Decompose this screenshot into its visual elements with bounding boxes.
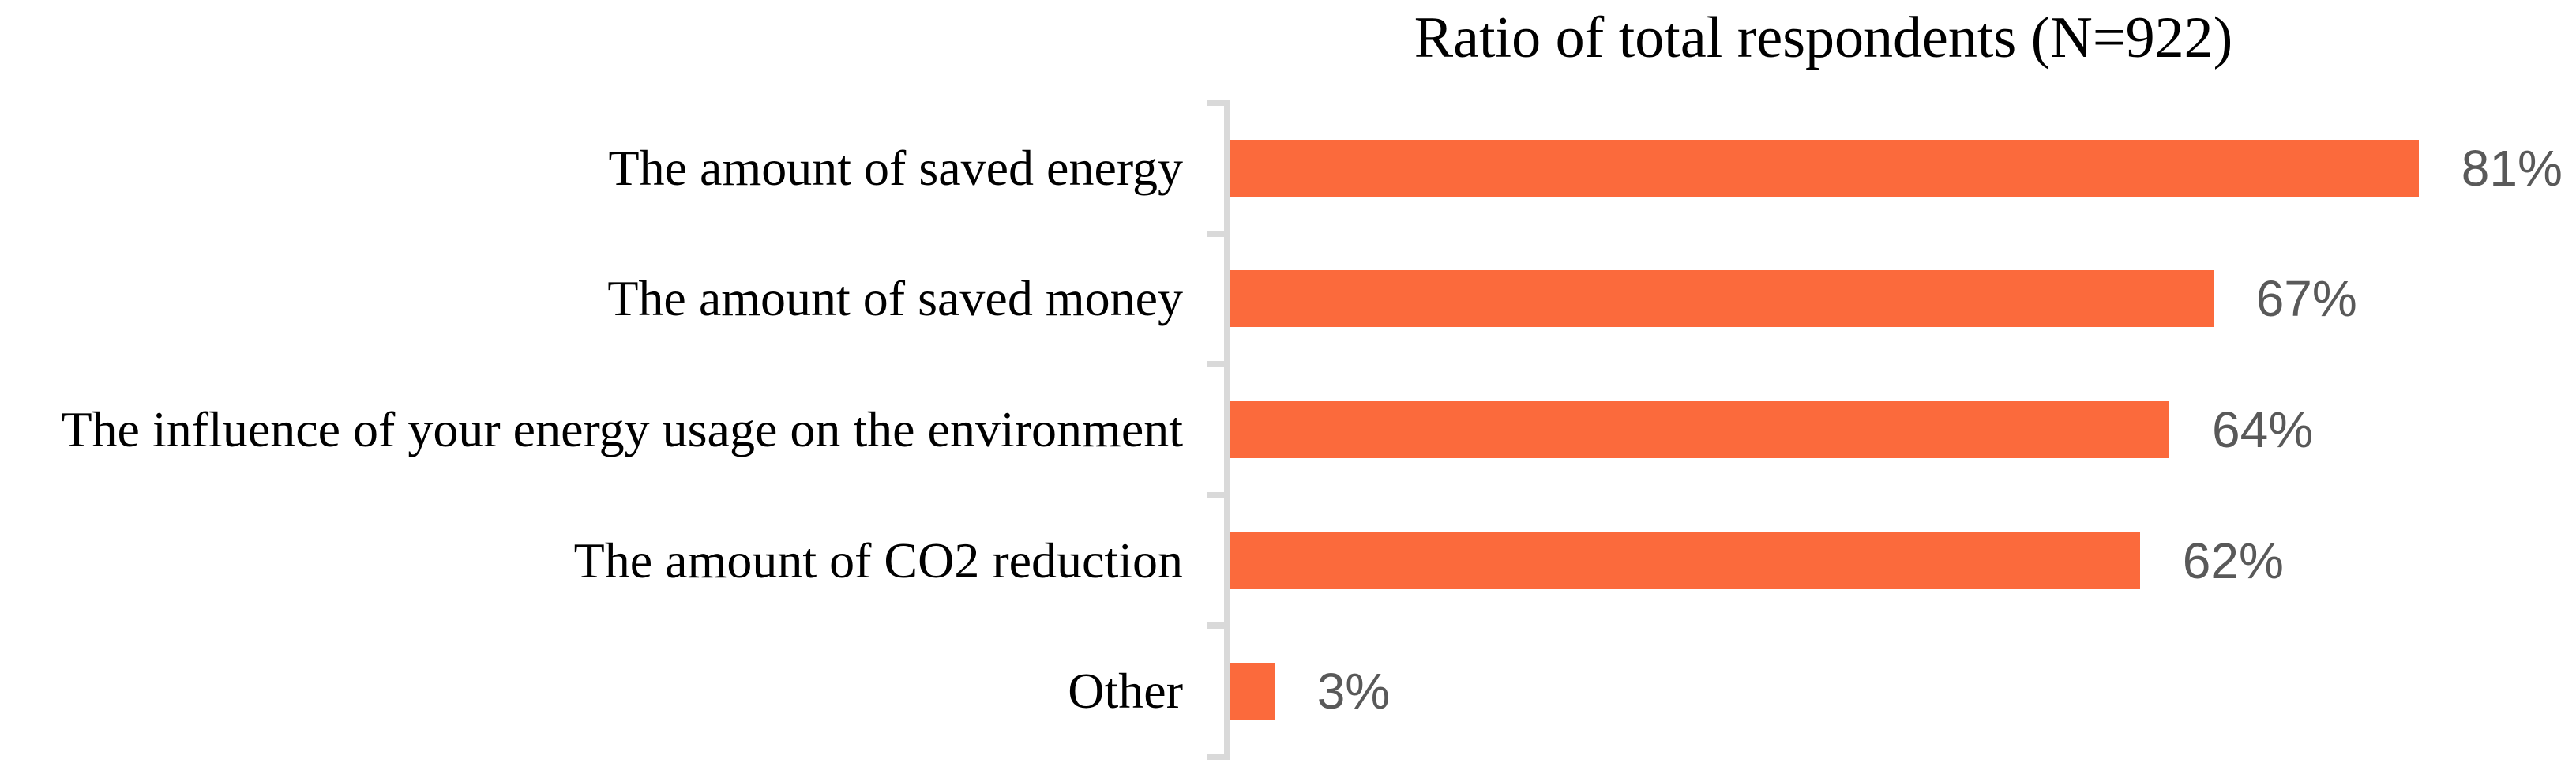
bar [1230, 400, 2169, 458]
bar-rows: The amount of saved energy 81% The amount … [0, 103, 2576, 757]
bar [1230, 532, 2140, 589]
chart-title: Ratio of total respondents (N=922) [1414, 6, 2233, 70]
value-label: 67% [2255, 270, 2357, 328]
value-label: 64% [2212, 400, 2314, 458]
value-label: 81% [2461, 139, 2563, 197]
category-label: The amount of saved money [607, 270, 1183, 327]
chart-row: The amount of CO2 reduction 62% [0, 495, 2576, 626]
category-label: Other [1068, 663, 1183, 720]
bar [1230, 139, 2419, 197]
chart-row: The amount of saved money 67% [0, 234, 2576, 365]
category-axis-line [1224, 100, 1230, 760]
plot-area: The amount of saved energy 81% The amount … [0, 100, 2576, 760]
category-label: The amount of saved energy [608, 139, 1183, 196]
chart-row: The amount of saved energy 81% [0, 103, 2576, 234]
value-label: 62% [2182, 532, 2284, 589]
axis-tick [1207, 361, 1224, 368]
chart-row: The influence of your energy usage on th… [0, 364, 2576, 495]
bar [1230, 270, 2214, 328]
category-label: The influence of your energy usage on th… [61, 400, 1183, 457]
axis-tick [1207, 622, 1224, 630]
category-label: The amount of CO2 reduction [573, 532, 1183, 588]
axis-tick [1207, 754, 1224, 760]
axis-tick [1207, 100, 1224, 106]
axis-tick [1207, 491, 1224, 498]
bar [1230, 663, 1275, 720]
chart-row: Other 3% [0, 626, 2576, 757]
axis-tick [1207, 230, 1224, 237]
value-label: 3% [1316, 663, 1391, 720]
